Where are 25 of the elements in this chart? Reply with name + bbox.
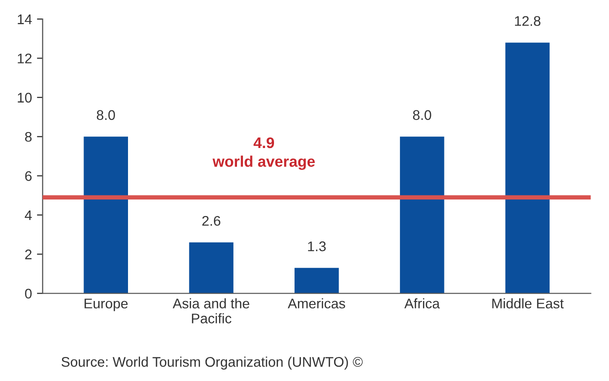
y-tick-label: 2 (25, 250, 32, 260)
y-tick-label: 14 (18, 14, 32, 24)
y-tick-label: 4 (24, 210, 32, 220)
y-tick-label: 0 (25, 288, 32, 299)
bar (505, 42, 550, 294)
bar (84, 136, 128, 294)
data-label: 2.6 (202, 216, 220, 226)
x-tick-label: Asia and the Pacific (172, 298, 250, 324)
data-label: 12.8 (515, 16, 540, 26)
bar (189, 242, 234, 294)
data-label: 8.0 (96, 110, 115, 120)
x-tick-label: Americas (288, 298, 346, 308)
x-tick-label: Europe (84, 298, 128, 312)
bar (294, 268, 339, 294)
y-tick-label: 6 (25, 171, 32, 181)
data-label: 8.0 (413, 110, 432, 120)
data-label: 1.3 (308, 241, 326, 252)
x-tick-label: Africa (404, 298, 440, 308)
y-tick-label: 10 (18, 92, 32, 103)
y-tick-label: 12 (18, 54, 32, 64)
x-tick-label: Middle East (492, 298, 564, 308)
source-note: Source: World Tourism Organization (UNWTO) © (62, 356, 363, 370)
y-tick-label: 8 (25, 132, 32, 142)
ref-line-label: 4.9 world average (212, 137, 315, 170)
bar (400, 136, 444, 294)
